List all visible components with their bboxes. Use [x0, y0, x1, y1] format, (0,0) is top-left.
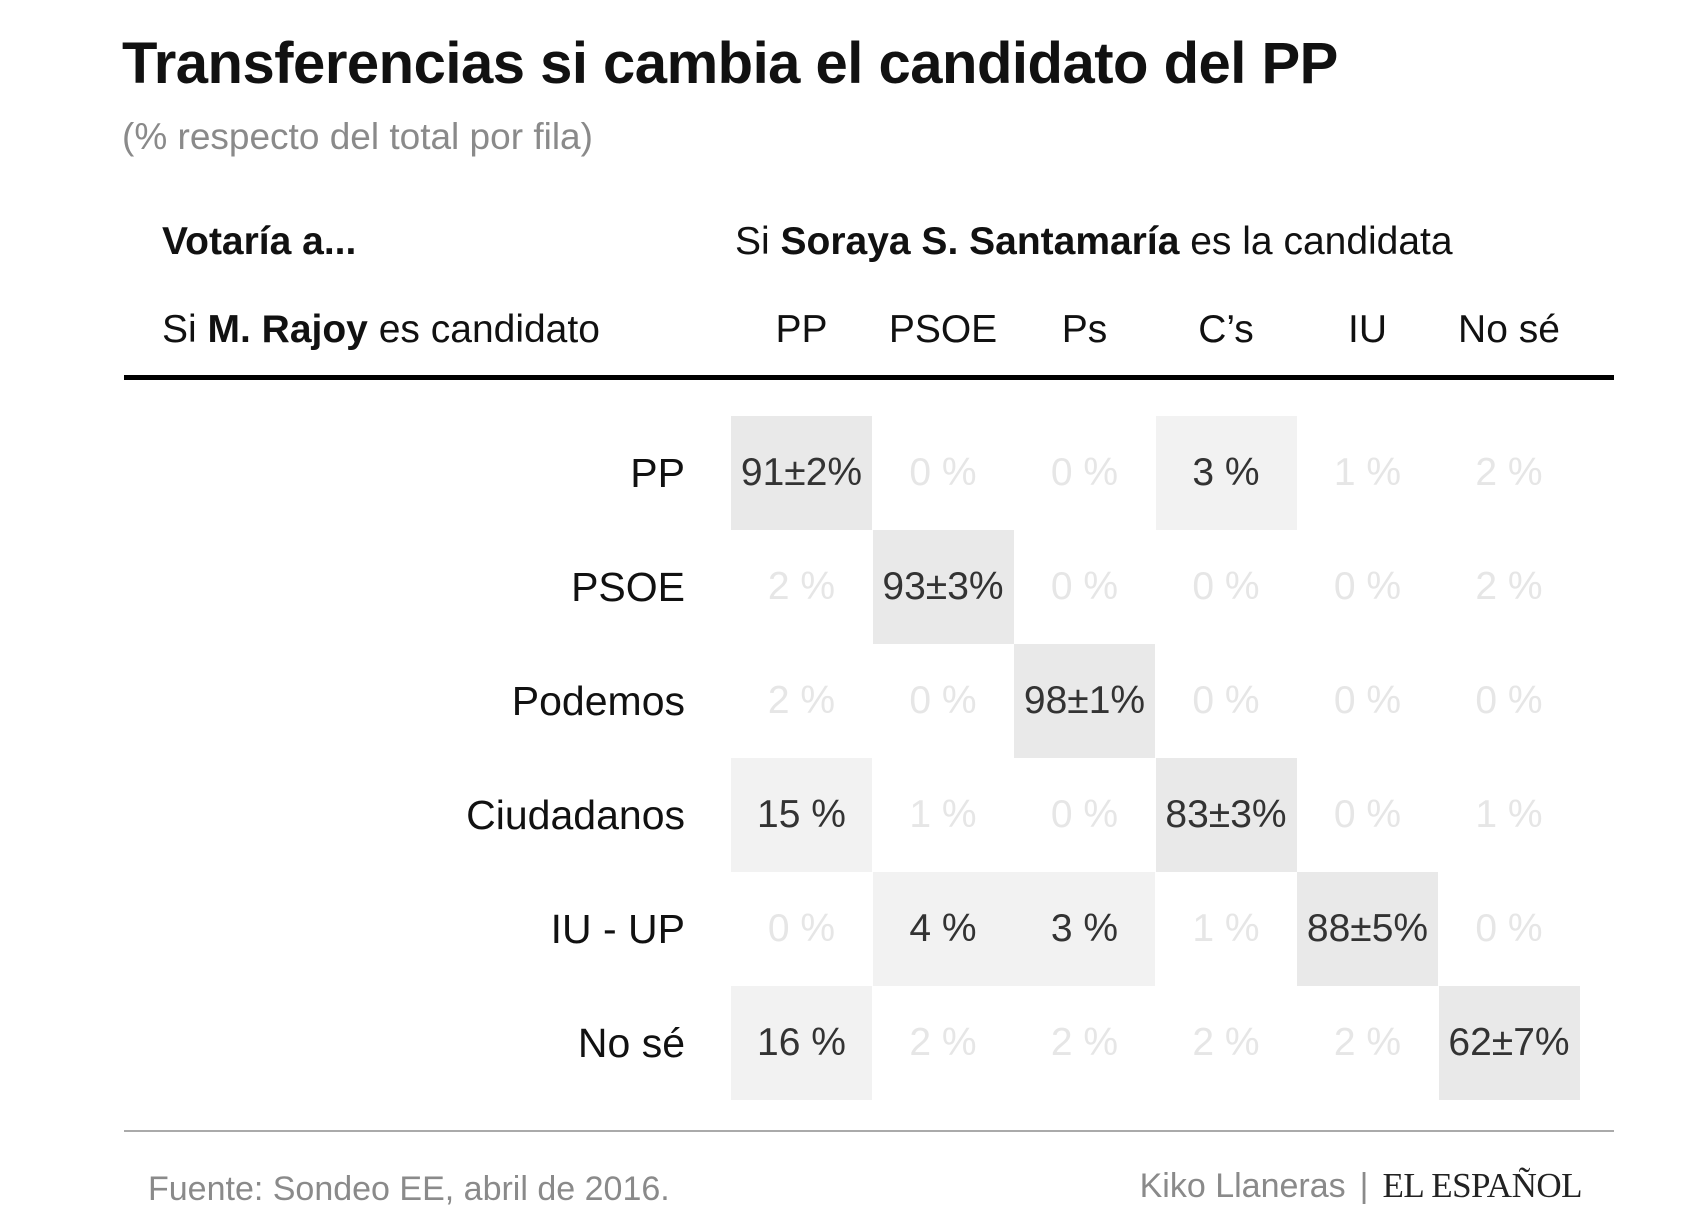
chart-subtitle: (% respecto del total por fila)	[122, 116, 593, 157]
column-group-title-post: es la candidata	[1179, 220, 1453, 263]
row-group-title-post: es candidato	[367, 308, 600, 351]
heatmap-cell: 2 %	[1192, 1021, 1260, 1064]
column-group-title: Si Soraya S. Santamaría es la candidata	[735, 220, 1453, 264]
heatmap-cell: 0 %	[767, 907, 836, 950]
heatmap-cell: 0 %	[1192, 565, 1260, 608]
chart-title: Transferencias si cambia el candidato de…	[122, 31, 1338, 96]
row-label: Ciudadanos	[466, 792, 685, 838]
heatmap-cell: 1 %	[1192, 907, 1260, 950]
row-group-title-pre: Si	[162, 308, 208, 351]
heatmap-cell: 93±3%	[872, 530, 1014, 644]
heatmap-cell: 0 %	[1475, 679, 1543, 722]
row-label: IU - UP	[550, 906, 685, 952]
heatmap-cell: 16 %	[731, 986, 872, 1100]
column-group-title-candidate: Soraya S. Santamaría	[780, 220, 1180, 263]
heatmap-cell: 91±2%	[731, 416, 872, 530]
brand-logo: EL ESPAÑOL	[1382, 1166, 1582, 1205]
heatmap-cell: 0 %	[1333, 793, 1402, 836]
header-rule	[124, 375, 1614, 380]
column-header: Ps	[1061, 308, 1108, 351]
heatmap-cell: 2 %	[909, 1021, 977, 1064]
heatmap-cell: 15 %	[731, 758, 872, 872]
column-header: PP	[775, 308, 828, 351]
row-label: No sé	[577, 1020, 685, 1066]
heatmap-cell: 83±3%	[1155, 758, 1297, 872]
row-group-title-candidate: M. Rajoy	[207, 308, 368, 351]
row-label: PP	[630, 450, 685, 496]
heatmap-cell: 2 %	[767, 679, 836, 722]
heatmap-cell: 4 %	[872, 872, 1014, 986]
row-group-title: Si M. Rajoy es candidato	[162, 308, 600, 352]
heatmap-cell: 2 %	[1050, 1021, 1119, 1064]
heatmap-cell: 98±1%	[1014, 644, 1155, 758]
source-note: Fuente: Sondeo EE, abril de 2016.	[148, 1170, 670, 1208]
column-header: IU	[1348, 308, 1387, 351]
heatmap-cell: 1 %	[909, 793, 977, 836]
author-name: Kiko Llaneras	[1139, 1167, 1346, 1205]
heatmap-cell: 62±7%	[1438, 986, 1580, 1100]
column-header: No sé	[1458, 308, 1560, 351]
column-header: PSOE	[888, 308, 998, 351]
heatmap-cell: 0 %	[1050, 565, 1119, 608]
heatmap-cell: 2 %	[1333, 1021, 1402, 1064]
column-group-title-pre: Si	[735, 220, 781, 263]
footer-rule	[124, 1130, 1614, 1132]
credits-separator: |	[1359, 1167, 1369, 1205]
heatmap-cell: 1 %	[1333, 451, 1402, 494]
heatmap-cell: 2 %	[1475, 565, 1543, 608]
heatmap-cell: 0 %	[909, 451, 977, 494]
heatmap-cell: 3 %	[1014, 872, 1155, 986]
row-axis-title: Votaría a...	[162, 220, 357, 263]
heatmap-cell: 0 %	[1192, 679, 1260, 722]
heatmap-cell: 0 %	[909, 679, 977, 722]
heatmap-cell: 2 %	[1475, 451, 1543, 494]
heatmap-cell: 0 %	[1475, 907, 1543, 950]
row-label: PSOE	[571, 564, 685, 610]
heatmap-cell: 3 %	[1155, 416, 1297, 530]
heatmap-cell: 0 %	[1050, 793, 1119, 836]
credits: Kiko Llaneras | EL ESPAÑOL	[1139, 1166, 1583, 1206]
heatmap-cell: 0 %	[1333, 679, 1402, 722]
heatmap-cell: 1 %	[1475, 793, 1543, 836]
row-label: Podemos	[511, 678, 685, 724]
heatmap-cell: 0 %	[1050, 451, 1119, 494]
heatmap-cell: 88±5%	[1297, 872, 1438, 986]
column-header: C’s	[1198, 308, 1254, 351]
heatmap-cell: 2 %	[767, 565, 836, 608]
heatmap-cell: 0 %	[1333, 565, 1402, 608]
